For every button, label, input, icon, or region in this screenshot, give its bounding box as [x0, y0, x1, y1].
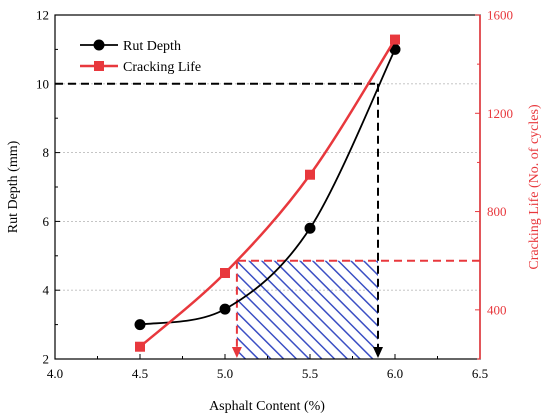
x-axis-title: Asphalt Content (%): [209, 399, 325, 414]
x-tick-label: 5.5: [302, 366, 318, 381]
data-point: [135, 341, 145, 352]
x-tick-label: 5.0: [217, 366, 233, 381]
y-left-tick-label: 6: [43, 214, 50, 229]
y-axis-right: 400 800 1200 1600: [475, 8, 513, 360]
data-point: [390, 34, 400, 45]
series-line: [139, 38, 397, 348]
data-point: [305, 169, 315, 180]
y-right-tick-label: 400: [487, 302, 507, 317]
legend: Rut Depth Cracking Life: [80, 39, 201, 75]
legend-item-rut-depth: Rut Depth: [80, 39, 181, 54]
y-left-tick-label: 10: [36, 76, 49, 91]
y-right-tick-label: 1600: [487, 8, 513, 23]
x-tick-label: 4.5: [132, 366, 148, 381]
grid: [55, 83, 480, 291]
x-tick-label: 6.5: [472, 366, 488, 381]
y-left-tick-label: 2: [43, 352, 50, 367]
legend-marker-circle: [93, 39, 105, 51]
series: [134, 34, 401, 352]
hatched-region: [236, 260, 378, 359]
y-axis-left: 2 4 6 8 10 12: [36, 8, 60, 367]
legend-label: Cracking Life: [123, 60, 201, 75]
y-left-tick-label: 8: [43, 145, 50, 160]
series-rut-depth: [134, 43, 401, 331]
design-window: [55, 82, 480, 359]
x-tick-label: 6.0: [387, 366, 403, 381]
y-axis-right-title: Cracking Life (No. of cycles): [527, 104, 542, 270]
data-point: [219, 303, 231, 315]
y-left-tick-label: 12: [36, 8, 49, 23]
x-tick-label: 4.0: [47, 366, 63, 381]
rut-limit-arrow: [373, 347, 383, 358]
data-point: [134, 319, 146, 331]
data-point: [389, 43, 401, 55]
legend-marker-square: [94, 61, 104, 71]
series-cracking-life: [135, 34, 400, 352]
cracking-limit-arrow: [231, 347, 242, 358]
y-left-tick-label: 4: [43, 283, 50, 298]
data-point: [220, 268, 230, 278]
legend-item-cracking-life: Cracking Life: [80, 60, 201, 75]
series-line: [139, 49, 396, 326]
x-axis: 4.0 4.5 5.0 5.5 6.0 6.5: [47, 354, 488, 381]
y-axis-left-title: Rut Depth (mm): [6, 140, 21, 233]
y-right-tick-label: 1200: [487, 106, 513, 121]
legend-label: Rut Depth: [123, 39, 181, 54]
data-point: [304, 222, 316, 234]
y-right-tick-label: 800: [487, 204, 507, 219]
